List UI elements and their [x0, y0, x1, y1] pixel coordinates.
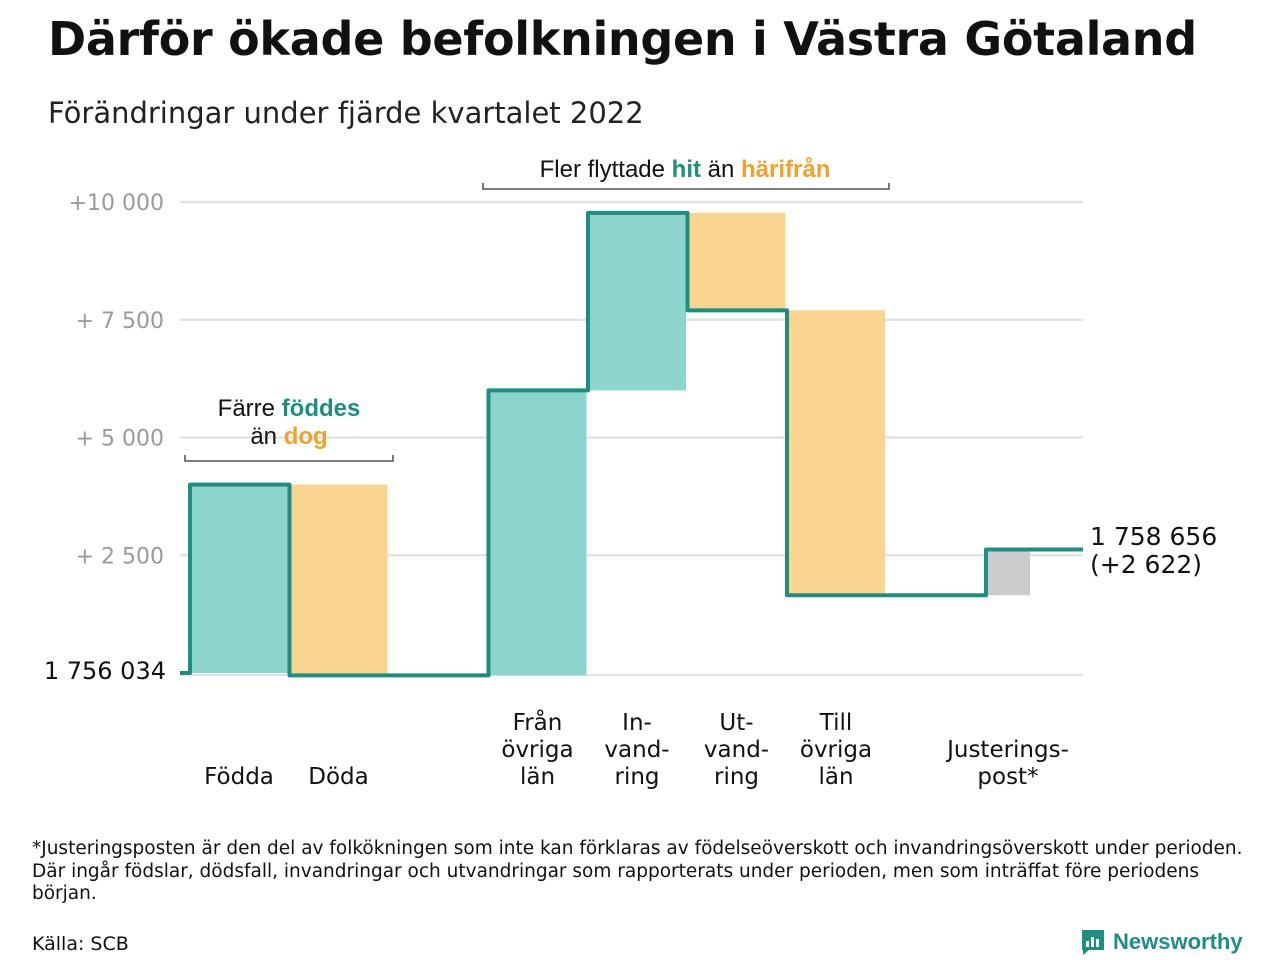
- waterfall-bar: [986, 549, 1030, 596]
- ann-bd-line2-pre: än: [250, 423, 283, 450]
- newsworthy-logo-icon: [1082, 930, 1104, 955]
- births-deaths-annotation: Färre föddes än dog: [184, 395, 394, 462]
- waterfall-chart: + 2 500 + 5 000 + 7 500 +10 000 Födda Döda Fr…: [44, 156, 1217, 790]
- x-category-label: In-: [622, 710, 652, 736]
- migration-bracket: [482, 183, 890, 190]
- source-label: Källa: SCB: [32, 933, 129, 955]
- x-category-label: ring: [614, 764, 659, 790]
- x-category-label: vand-: [604, 737, 669, 763]
- x-category-label: Döda: [308, 764, 368, 790]
- x-category-label: Justerings-: [945, 737, 1069, 763]
- x-category-label: post*: [977, 764, 1038, 790]
- y-tick-label: + 5 000: [76, 427, 164, 452]
- end-total-label: 1 758 656: [1090, 522, 1217, 551]
- end-change-label: (+2 622): [1090, 550, 1202, 579]
- y-tick-label: + 2 500: [76, 544, 164, 569]
- waterfall-bar: [687, 212, 786, 311]
- y-tick-label: +10 000: [69, 191, 164, 216]
- x-category-label: Födda: [204, 764, 274, 790]
- running-total-line: [180, 210, 1083, 678]
- waterfall-bar: [488, 390, 587, 676]
- chart-title: Därför ökade befolkningen i Västra Götal…: [48, 12, 1197, 66]
- x-category-label: län: [818, 764, 853, 790]
- ann-mig-hit2: härifrån: [741, 156, 830, 183]
- start-value-label: 1 756 034: [44, 657, 166, 685]
- y-tick-label: + 7 500: [76, 309, 164, 334]
- ann-bd-line1-pre: Färre: [218, 395, 282, 422]
- x-category-label: vand-: [704, 737, 769, 763]
- brand-logo: Newsworthy: [1080, 928, 1243, 956]
- footnote: *Justeringsposten är den del av folkökni…: [32, 838, 1243, 904]
- x-category-label: Från: [513, 708, 563, 736]
- waterfall-bar: [190, 484, 288, 673]
- ann-mig-pre: Fler flyttade: [540, 156, 672, 183]
- x-category-label: övriga: [800, 737, 872, 763]
- chart-subtitle: Förändringar under fjärde kvartalet 2022: [48, 96, 644, 130]
- svg-text:än dog: än dog: [250, 423, 327, 450]
- ann-mig-hit: hit: [672, 156, 701, 183]
- ann-mig-mid: än: [701, 156, 741, 183]
- x-category-label: övriga: [501, 737, 573, 763]
- x-category-label: Till: [819, 710, 853, 736]
- brand-name: Newsworthy: [1113, 929, 1243, 954]
- waterfall-bar: [787, 310, 885, 596]
- waterfall-bar: [289, 484, 388, 676]
- births-deaths-bracket: [184, 455, 394, 462]
- ann-bd-line1-hit: föddes: [282, 395, 361, 422]
- x-category-label: ring: [714, 764, 759, 790]
- x-category-label: Ut-: [719, 710, 753, 736]
- x-category-label: län: [520, 764, 555, 790]
- ann-bd-line2-hit: dog: [284, 423, 328, 450]
- svg-text:Fler flyttade hit än härifrån: Fler flyttade hit än härifrån: [540, 156, 831, 183]
- svg-text:Färre föddes: Färre föddes: [218, 395, 361, 422]
- migration-annotation: Fler flyttade hit än härifrån: [482, 156, 890, 190]
- waterfall-bar: [588, 212, 686, 391]
